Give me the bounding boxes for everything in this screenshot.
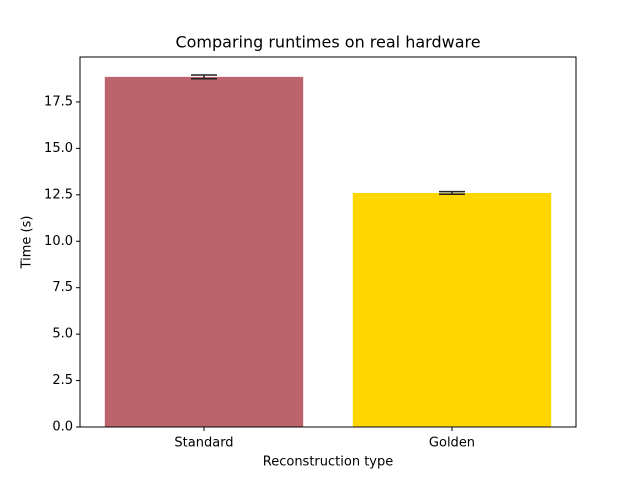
y-tick-label: 12.5 xyxy=(44,187,73,202)
y-tick-label: 15.0 xyxy=(44,141,73,156)
chart-title: Comparing runtimes on real hardware xyxy=(175,33,480,52)
bar xyxy=(104,76,304,427)
y-tick-label: 5.0 xyxy=(52,327,73,342)
y-tick-label: 7.5 xyxy=(52,280,73,295)
plot-frame xyxy=(79,56,577,428)
x-tick-label: Standard xyxy=(174,436,233,451)
x-axis-label: Reconstruction type xyxy=(263,455,393,470)
y-tick-label: 17.5 xyxy=(44,94,73,109)
y-tick-label: 10.0 xyxy=(44,234,73,249)
y-axis-label: Time (s) xyxy=(20,216,35,270)
x-tick-label: Golden xyxy=(429,436,475,451)
y-tick-label: 0.0 xyxy=(52,420,73,435)
y-tick-label: 2.5 xyxy=(52,373,73,388)
bar xyxy=(352,192,552,427)
